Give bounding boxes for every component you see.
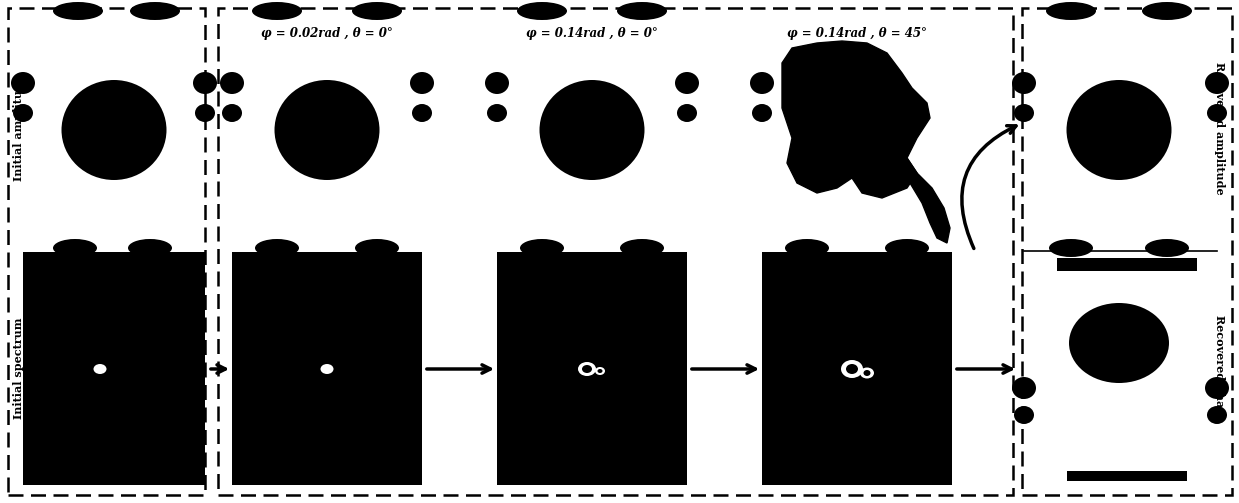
Ellipse shape	[841, 360, 864, 378]
Polygon shape	[907, 158, 950, 243]
Ellipse shape	[517, 2, 567, 20]
Ellipse shape	[255, 239, 299, 257]
Ellipse shape	[676, 104, 698, 122]
Ellipse shape	[1207, 406, 1227, 424]
Ellipse shape	[1014, 406, 1035, 424]
Ellipse shape	[1049, 239, 1093, 257]
Ellipse shape	[193, 72, 217, 94]
Ellipse shape	[846, 364, 857, 374]
Bar	[1022, 8, 1232, 495]
Ellipse shape	[860, 368, 873, 378]
Ellipse shape	[195, 104, 216, 122]
Ellipse shape	[1206, 72, 1229, 94]
Bar	[218, 8, 1014, 495]
Ellipse shape	[1046, 2, 1097, 20]
Text: Recovered amplitude: Recovered amplitude	[1214, 62, 1225, 194]
Ellipse shape	[520, 239, 564, 257]
Ellipse shape	[12, 104, 33, 122]
Bar	[232, 252, 422, 485]
Ellipse shape	[1142, 2, 1192, 20]
Ellipse shape	[53, 2, 103, 20]
Bar	[497, 252, 686, 485]
Ellipse shape	[620, 239, 664, 257]
Ellipse shape	[222, 104, 242, 122]
Ellipse shape	[885, 239, 929, 257]
Bar	[762, 252, 952, 485]
Ellipse shape	[413, 104, 432, 122]
Ellipse shape	[675, 72, 699, 94]
Ellipse shape	[539, 80, 644, 180]
Text: φ = 0.02rad , θ = 0°: φ = 0.02rad , θ = 0°	[261, 27, 393, 40]
Text: φ = 0.14rad , θ = 45°: φ = 0.14rad , θ = 45°	[787, 27, 927, 40]
Ellipse shape	[579, 362, 596, 376]
Ellipse shape	[1206, 377, 1229, 399]
Ellipse shape	[252, 2, 302, 20]
Polygon shape	[782, 41, 930, 198]
Text: φ = 0.14rad , θ = 0°: φ = 0.14rad , θ = 0°	[527, 27, 658, 40]
Ellipse shape	[786, 239, 829, 257]
Bar	[1057, 258, 1197, 271]
Ellipse shape	[595, 367, 605, 375]
Ellipse shape	[1069, 303, 1170, 383]
Text: Initial spectrum: Initial spectrum	[14, 317, 25, 419]
Ellipse shape	[1067, 80, 1172, 180]
Ellipse shape	[1145, 239, 1189, 257]
Ellipse shape	[582, 365, 592, 373]
Text: Recovered phase: Recovered phase	[1214, 315, 1225, 421]
Ellipse shape	[11, 72, 35, 94]
Ellipse shape	[356, 239, 399, 257]
Ellipse shape	[275, 80, 379, 180]
Ellipse shape	[352, 2, 401, 20]
Bar	[7, 8, 204, 495]
Ellipse shape	[130, 2, 180, 20]
Ellipse shape	[410, 72, 434, 94]
Ellipse shape	[484, 72, 509, 94]
Bar	[24, 252, 204, 485]
Ellipse shape	[1012, 72, 1036, 94]
Ellipse shape	[1012, 377, 1036, 399]
Ellipse shape	[487, 104, 507, 122]
Ellipse shape	[221, 72, 244, 94]
Ellipse shape	[864, 370, 871, 376]
Bar	[1067, 471, 1187, 481]
Ellipse shape	[62, 80, 166, 180]
Ellipse shape	[752, 104, 772, 122]
Ellipse shape	[1207, 104, 1227, 122]
Ellipse shape	[597, 369, 602, 373]
Ellipse shape	[128, 239, 172, 257]
Ellipse shape	[1014, 104, 1035, 122]
Ellipse shape	[750, 72, 774, 94]
Text: Initial amplitude: Initial amplitude	[14, 75, 25, 181]
Ellipse shape	[617, 2, 667, 20]
Ellipse shape	[93, 364, 107, 374]
Ellipse shape	[53, 239, 97, 257]
Ellipse shape	[321, 364, 333, 374]
